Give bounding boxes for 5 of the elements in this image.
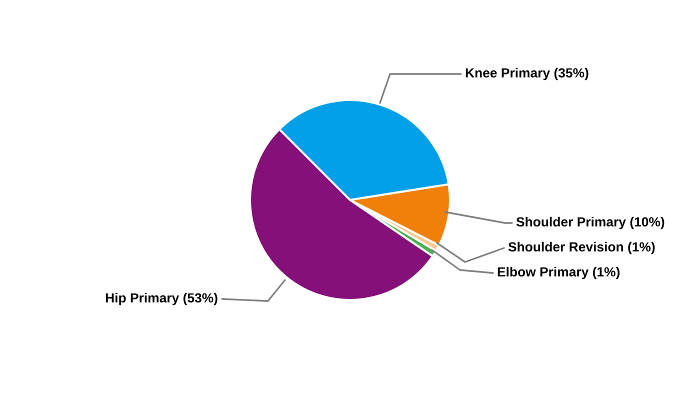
slice-label: Shoulder Revision (1%) — [508, 242, 655, 254]
slice-label: Elbow Primary (1%) — [498, 266, 620, 280]
slice-label: Knee Primary (35%) — [466, 68, 588, 80]
slice-label: Hip Primary (53%) — [106, 292, 218, 306]
slice-label: Shoulder Primary (10%) — [516, 216, 664, 230]
